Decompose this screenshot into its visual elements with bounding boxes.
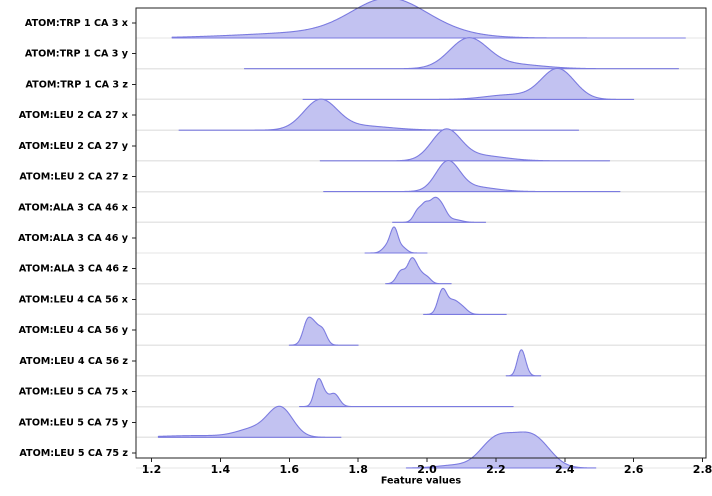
ridge-curve [423, 287, 507, 315]
y-axis-tick-label: ATOM:LEU 2 CA 27 y [19, 141, 129, 152]
ridge-curve [385, 257, 452, 285]
y-axis-tick-label: ATOM:TRP 1 CA 3 x [25, 18, 129, 29]
x-axis-tick-label: 2.4 [555, 463, 575, 476]
x-axis-tick-label: 1.8 [348, 463, 368, 476]
x-axis-title: Feature values [381, 475, 461, 486]
y-axis-tick-labels-group: ATOM:TRP 1 CA 3 x ATOM:TRP 1 CA 3 y ATOM:T… [18, 18, 136, 459]
ridge-curve [364, 226, 428, 254]
ridge-curve [299, 378, 514, 408]
ridge-curve [505, 349, 542, 377]
y-axis-tick-label: ATOM:TRP 1 CA 3 z [26, 79, 129, 90]
ridge-curve [157, 405, 342, 438]
y-axis-tick-label: ATOM:ALA 3 CA 46 y [18, 233, 129, 244]
x-axis-tick-label: 2.6 [624, 463, 644, 476]
y-axis-tick-label: ATOM:LEU 4 CA 56 x [19, 294, 129, 305]
y-axis-tick-label: ATOM:ALA 3 CA 46 x [18, 202, 129, 213]
y-axis-tick-label: ATOM:LEU 2 CA 27 z [19, 172, 128, 183]
ridge-curve [243, 37, 679, 70]
x-axis-tick-label: 1.4 [211, 463, 231, 476]
y-axis-tick-label: ATOM:LEU 5 CA 75 y [19, 417, 129, 428]
x-axis-tick-label: 2.8 [693, 463, 712, 476]
ridge-curve [178, 98, 580, 131]
ridge-curve [171, 0, 686, 39]
y-axis-tick-label: ATOM:LEU 5 CA 75 x [19, 387, 129, 398]
ridge-curve [319, 128, 611, 162]
ridge-curves-group [157, 0, 686, 469]
x-axis-tick-label: 2.2 [486, 463, 506, 476]
ridge-curve [405, 431, 597, 469]
plot-frame [135, 7, 707, 459]
y-axis-tick-label: ATOM:LEU 2 CA 27 x [19, 110, 129, 121]
x-axis-tick-label: 1.2 [142, 463, 162, 476]
ridge-curve [302, 67, 635, 100]
y-axis-tick-label: ATOM:ALA 3 CA 46 z [19, 264, 129, 275]
y-axis-tick-label: ATOM:LEU 5 CA 75 z [19, 448, 128, 459]
axes-spines-group [135, 7, 707, 459]
y-axis-tick-label: ATOM:TRP 1 CA 3 y [25, 49, 129, 60]
y-axis-tick-label: ATOM:LEU 4 CA 56 y [19, 325, 129, 336]
ridge-curve [288, 316, 359, 346]
x-axis-tick-labels-group: 1.2 1.4 1.6 1.8 2.0 2.2 2.4 2.6 2.8 [142, 458, 712, 476]
y-axis-tick-label: ATOM:LEU 4 CA 56 z [19, 356, 128, 367]
x-axis-tick-label: 1.6 [280, 463, 300, 476]
x-axis-tick-label: 2.0 [417, 463, 437, 476]
ridge-curve [392, 196, 487, 223]
ridge-curve [323, 160, 621, 193]
